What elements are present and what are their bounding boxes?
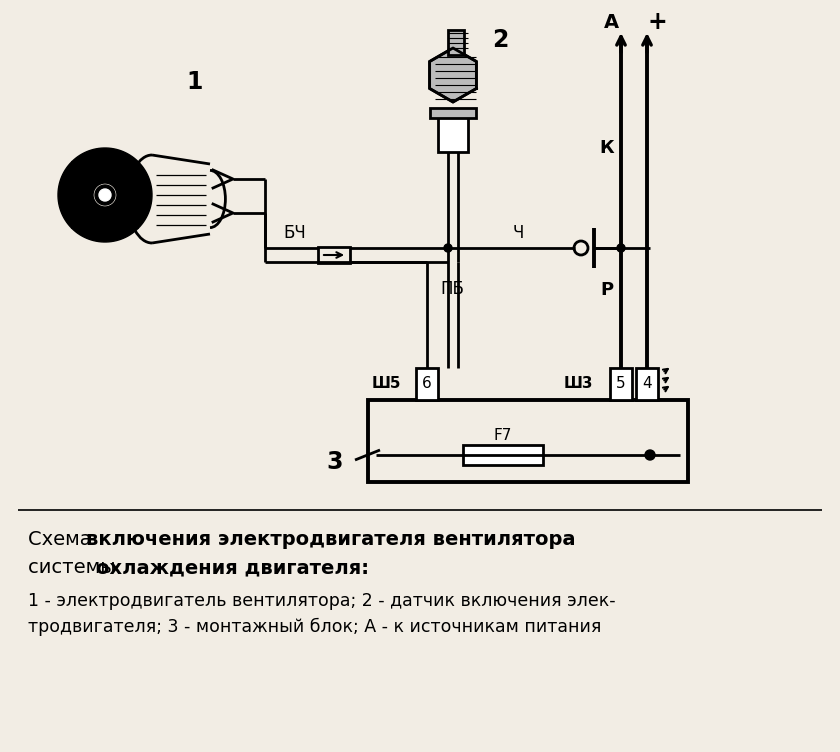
Bar — [636, 368, 658, 400]
Text: тродвигателя; 3 - монтажный блок; А - к источникам питания: тродвигателя; 3 - монтажный блок; А - к … — [28, 618, 601, 636]
Text: охлаждения двигателя:: охлаждения двигателя: — [96, 558, 369, 577]
Circle shape — [95, 185, 115, 205]
Text: 1: 1 — [186, 70, 203, 94]
Text: 6: 6 — [423, 377, 432, 392]
Text: БЧ: БЧ — [284, 224, 307, 242]
Text: Р: Р — [601, 281, 613, 299]
Text: Ч: Ч — [512, 224, 523, 242]
Polygon shape — [58, 162, 100, 229]
Polygon shape — [429, 48, 476, 102]
Bar — [430, 108, 476, 118]
Text: включения электродвигателя вентилятора: включения электродвигателя вентилятора — [86, 530, 575, 549]
Polygon shape — [110, 162, 152, 229]
Bar — [463, 445, 543, 465]
Bar — [438, 115, 468, 152]
Text: 5: 5 — [617, 377, 626, 392]
Text: А: А — [603, 13, 618, 32]
Text: 4: 4 — [643, 377, 652, 392]
Circle shape — [99, 189, 111, 201]
Polygon shape — [71, 148, 139, 190]
Text: Ш5: Ш5 — [371, 377, 401, 392]
Text: Схема: Схема — [28, 530, 98, 549]
Text: системы: системы — [28, 558, 122, 577]
Bar — [318, 247, 350, 263]
Text: ПБ: ПБ — [440, 280, 464, 298]
Bar — [368, 400, 688, 482]
Polygon shape — [71, 200, 139, 242]
Text: К: К — [600, 139, 614, 157]
Bar — [610, 368, 632, 400]
Circle shape — [617, 244, 625, 252]
Circle shape — [645, 450, 655, 460]
Circle shape — [444, 244, 452, 252]
Bar — [416, 368, 438, 400]
Text: 2: 2 — [491, 28, 508, 52]
Text: Ш3: Ш3 — [564, 377, 593, 392]
Text: F7: F7 — [494, 428, 512, 443]
Text: 1 - электродвигатель вентилятора; 2 - датчик включения элек-: 1 - электродвигатель вентилятора; 2 - да… — [28, 592, 616, 610]
Text: +: + — [647, 10, 667, 34]
Bar — [448, 30, 464, 55]
Text: 3: 3 — [327, 450, 344, 474]
